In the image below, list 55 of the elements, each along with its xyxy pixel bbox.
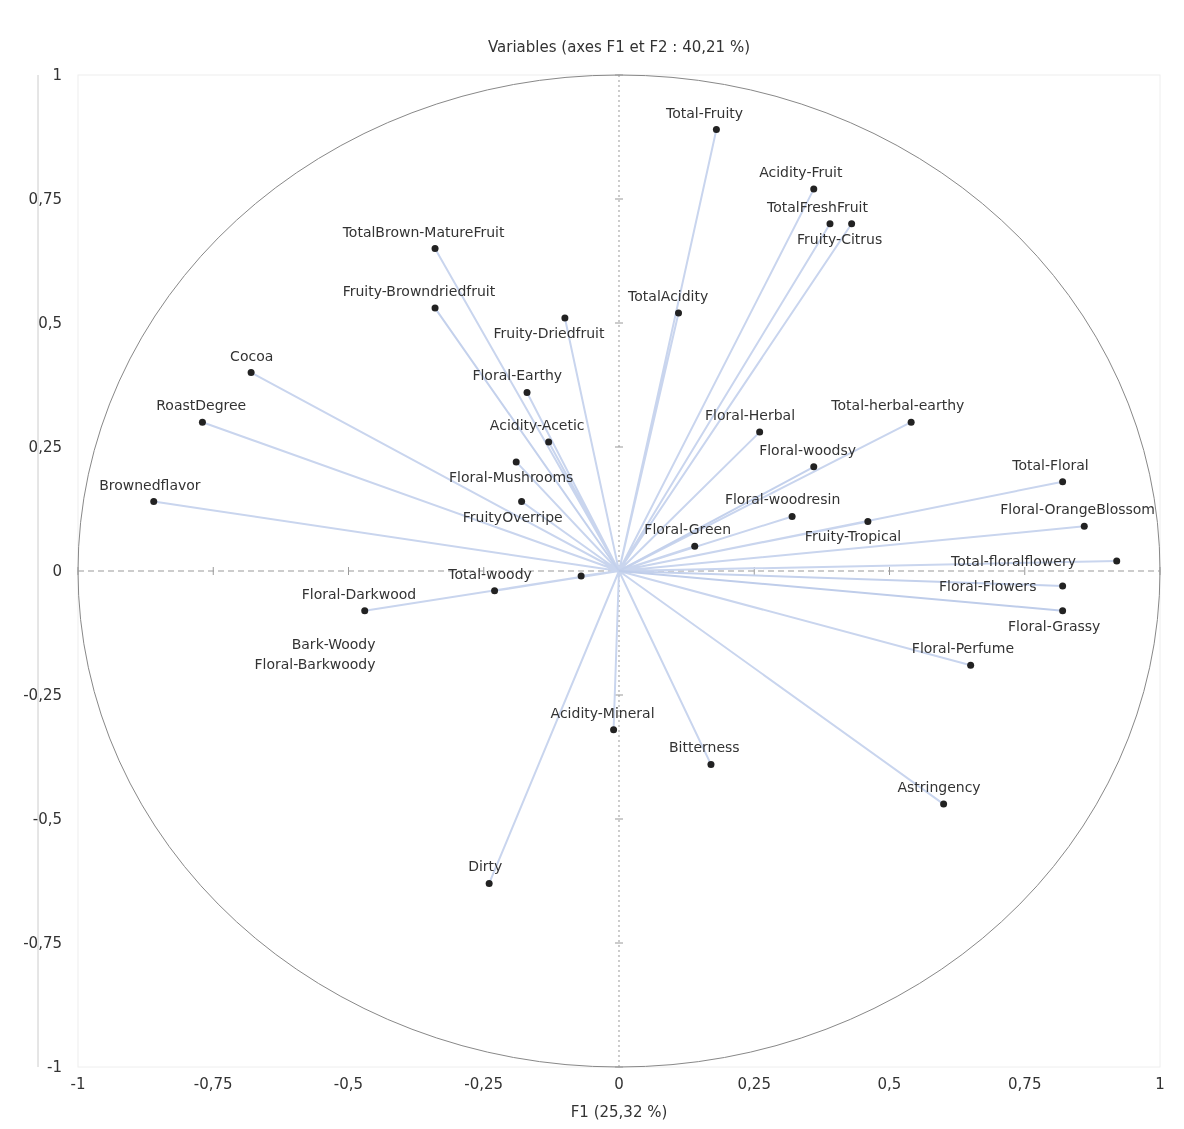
annotation: FruityOverripe xyxy=(462,508,563,525)
annotation: Floral-woodresin xyxy=(724,491,841,508)
annotation: Total-woody xyxy=(447,565,532,582)
y-tick-label: -1 xyxy=(47,1058,62,1076)
annotation: Acidity-Mineral xyxy=(550,704,655,721)
annotation: Fruity-Driedfruit xyxy=(493,325,606,342)
annotation: Floral-Green xyxy=(644,521,732,538)
x-tick-label: 0,75 xyxy=(1008,1075,1042,1093)
annotation: Floral-Mushrooms xyxy=(449,468,574,485)
x-tick-label: 1 xyxy=(1155,1075,1165,1093)
annotation: Floral-Grassy xyxy=(1008,617,1101,634)
annotation: TotalAcidity xyxy=(627,288,709,305)
annotation: TotalBrown-MatureFruit xyxy=(341,223,505,240)
annotation: Bitterness xyxy=(668,739,740,756)
annotation: Total-Fruity xyxy=(664,104,744,121)
x-tick-label: -1 xyxy=(70,1075,86,1093)
annotation: RoastDegree xyxy=(156,397,247,414)
y-tick-label: 0,25 xyxy=(28,438,62,456)
y-tick-label: -0,25 xyxy=(23,686,62,704)
y-tick-label: 0 xyxy=(52,562,62,580)
x-tick-label: 0,25 xyxy=(737,1075,771,1093)
annotation: Fruity-Browndriedfruit xyxy=(342,283,496,300)
annotation: Cocoa xyxy=(230,347,274,364)
annotation: Total-herbal-earthy xyxy=(830,397,965,414)
annotation: Floral-woodsy xyxy=(759,441,856,458)
x-axis-title: F1 (25,32 %) xyxy=(570,1103,668,1121)
annotation: Acidity-Acetic xyxy=(489,417,585,434)
chart-title: Variables (axes F1 et F2 : 40,21 %) xyxy=(488,38,750,56)
annotation: Floral-Barkwoody xyxy=(254,656,376,672)
annotation: Floral-OrangeBlossom xyxy=(1000,501,1156,518)
annotation: Fruity-Tropical xyxy=(804,528,902,545)
annotation: Dirty xyxy=(468,858,503,875)
x-tick-label: -0,25 xyxy=(464,1075,504,1093)
x-tick-label: -0,5 xyxy=(333,1075,364,1093)
y-tick-label: -0,5 xyxy=(32,810,62,828)
y-tick-label: -0,75 xyxy=(23,934,62,952)
annotation: Floral-Herbal xyxy=(705,407,796,424)
y-tick-label: 0,75 xyxy=(28,190,62,208)
x-tick-label: 0 xyxy=(614,1075,624,1093)
annotation: Floral-Perfume xyxy=(911,640,1015,657)
annotation: Floral-Earthy xyxy=(472,367,563,384)
annotation: Total-Floral xyxy=(1011,456,1089,473)
annotation: Floral-Darkwood xyxy=(301,585,417,602)
annotation: Acidity-Fruit xyxy=(759,164,843,181)
annotation: Total-floralflowery xyxy=(950,553,1076,570)
x-tick-label: -0,75 xyxy=(193,1075,233,1093)
y-tick-label: 0,5 xyxy=(38,314,62,332)
annotation: Fruity-Citrus xyxy=(797,230,883,247)
x-tick-label: 0,5 xyxy=(877,1075,902,1093)
y-tick-label: 1 xyxy=(52,66,62,84)
annotation: TotalFreshFruit xyxy=(765,198,869,215)
annotation: Brownedflavor xyxy=(99,476,201,493)
annotation: Astringency xyxy=(897,779,981,796)
annotation: Bark-Woody xyxy=(291,636,376,652)
annotation: Floral-Flowers xyxy=(939,577,1037,594)
